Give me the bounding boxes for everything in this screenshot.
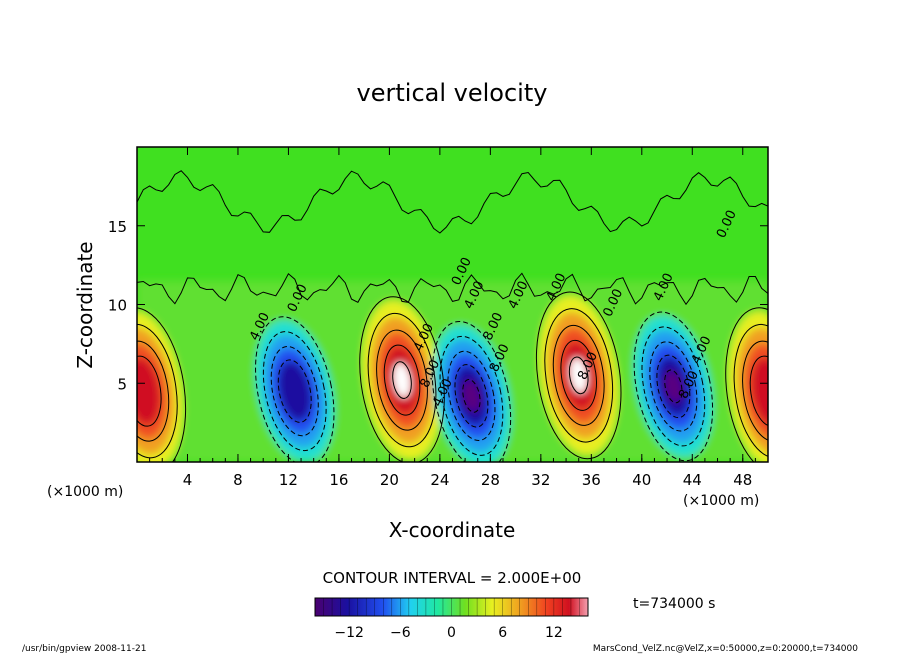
- y-tick-label: 10: [108, 297, 127, 315]
- colorbar-tick-label: 6: [498, 625, 507, 641]
- contour-ring: [733, 323, 768, 459]
- contour-ring: [255, 316, 335, 462]
- colorbar-tick-label: −6: [390, 625, 411, 641]
- x-tick-label: 40: [632, 471, 651, 489]
- contour-ring: [439, 335, 504, 456]
- contour-ring: [359, 296, 445, 462]
- contour-ring: [262, 331, 327, 452]
- x-tick-label: 12: [279, 471, 298, 489]
- colorbar-tick-label: 12: [545, 625, 563, 641]
- contour-ring: [137, 307, 187, 462]
- x-unit-label-left: (×1000 m): [47, 484, 123, 500]
- contour-ring: [535, 291, 622, 460]
- colorbar-ticks: −12 −6 0 6 12: [314, 598, 589, 641]
- footer-left: /usr/bin/gpview 2008-11-21: [22, 644, 146, 654]
- contour-ring: [742, 340, 768, 442]
- x-unit-label-right: (×1000 m): [683, 493, 759, 509]
- x-tick-label: 24: [430, 471, 449, 489]
- footer-right: MarsCond_VelZ.nc@VelZ,x=0:50000,z=0:2000…: [593, 644, 858, 654]
- x-tick-label: 20: [380, 471, 399, 489]
- colorbar-tick-label: 0: [447, 625, 456, 641]
- x-tick-label: 4: [183, 471, 193, 489]
- contour-ring: [367, 312, 437, 448]
- x-axis: 4 8 12 16 20 24 28 32 36 40 44 48: [136, 147, 769, 489]
- x-tick-label: 32: [531, 471, 550, 489]
- contour-interval-label: CONTOUR INTERVAL = 2.000E+00: [323, 569, 582, 587]
- contour-ring: [270, 346, 319, 437]
- contour-ring: [568, 356, 589, 395]
- x-tick-label: 44: [683, 471, 702, 489]
- colorbar-tick-label: −12: [334, 625, 364, 641]
- contour-ring: [383, 344, 421, 416]
- contour-ring: [137, 355, 162, 427]
- contour-lines: [137, 170, 768, 462]
- contour-ring: [137, 323, 178, 459]
- contour-ring: [462, 378, 481, 413]
- x-tick-label: 36: [582, 471, 601, 489]
- zero-contour: [137, 272, 768, 306]
- cell-downdraft: [255, 320, 335, 462]
- contour-ring: [447, 350, 496, 441]
- velocity-field: [137, 280, 768, 462]
- contour-ring: [454, 364, 489, 428]
- x-tick-label: 28: [481, 471, 500, 489]
- contour-ring: [664, 369, 683, 404]
- x-tick-label: 16: [329, 471, 348, 489]
- chart-title: vertical velocity: [357, 79, 548, 107]
- x-tick-label: 48: [733, 471, 752, 489]
- contour-ring: [552, 324, 605, 426]
- contour-ring: [277, 359, 312, 423]
- y-tick-label: 5: [117, 375, 127, 393]
- contour-ring: [137, 340, 170, 442]
- upper-contour: [137, 170, 768, 234]
- plot-area: 4.000.004.008.004.004.008.008.004.008.00…: [137, 147, 768, 462]
- y-axis-label: Z-coordinate: [73, 241, 97, 368]
- contour-ring: [656, 354, 691, 419]
- y-axis: 5 10 15: [108, 218, 768, 393]
- contour-ring: [560, 339, 597, 411]
- x-tick-label: 8: [233, 471, 243, 489]
- contour-ring: [392, 361, 412, 399]
- contour-ring: [376, 329, 428, 431]
- x-axis-label: X-coordinate: [389, 518, 516, 542]
- contour-ring: [544, 308, 614, 443]
- contour-ring: [749, 355, 768, 427]
- contour-ring: [641, 326, 706, 447]
- contour-ring: [649, 341, 698, 432]
- contour-ring: [725, 307, 768, 462]
- contour-ring: [431, 321, 512, 462]
- contour-ring: [633, 311, 714, 462]
- time-label: t=734000 s: [633, 596, 715, 612]
- y-tick-label: 15: [108, 218, 127, 236]
